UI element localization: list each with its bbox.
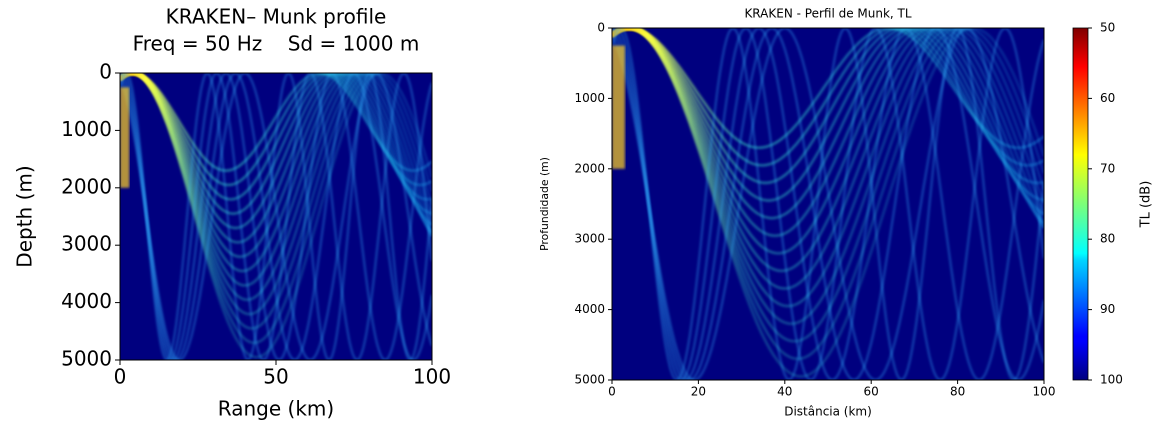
field-texture [612, 28, 1044, 202]
field-texture [612, 28, 1044, 380]
y-tick-label: 0 [597, 21, 605, 35]
y-tick-label: 2000 [574, 161, 605, 175]
field-texture [612, 28, 1044, 380]
y-tick-label: 5000 [61, 347, 112, 371]
colorbar [1072, 27, 1089, 381]
y-tick-label: 5000 [574, 373, 605, 387]
colorbar-label: TL (dB) [1139, 181, 1154, 229]
y-tick-label: 3000 [61, 232, 112, 256]
x-tick-label: 0 [608, 384, 616, 398]
chart-title: KRAKEN– Munk profile [166, 5, 387, 29]
plot-frame [611, 27, 1045, 381]
x-axis-label: Distância (km) [784, 405, 872, 419]
y-tick-label: 3000 [574, 232, 605, 246]
chart-title: KRAKEN - Perfil de Munk, TL [744, 7, 911, 21]
colorbar-tick-label: 100 [1100, 373, 1123, 387]
x-tick-label: 100 [1033, 384, 1056, 398]
field-texture [612, 28, 1044, 185]
x-tick-label: 40 [777, 384, 792, 398]
field-texture [120, 73, 432, 360]
field-texture [612, 28, 1044, 167]
heatmap-field [612, 28, 1044, 380]
x-tick-label: 50 [263, 365, 288, 389]
chart-subtitle: Freq = 50 Hz Sd = 1000 m [133, 32, 420, 56]
y-tick-label: 1000 [574, 91, 605, 105]
y-tick-label: 0 [99, 60, 112, 84]
colorbar-tick-label: 60 [1100, 91, 1115, 105]
colorbar-tick-label: 80 [1100, 232, 1115, 246]
field-texture [612, 28, 1044, 380]
colorbar-tick-label: 90 [1100, 302, 1115, 316]
x-axis-label: Range (km) [218, 397, 334, 421]
y-tick-label: 4000 [574, 302, 605, 316]
x-tick-label: 100 [413, 365, 451, 389]
field-texture [120, 73, 432, 360]
y-tick-label: 4000 [61, 289, 112, 313]
field-texture [120, 73, 432, 201]
field-texture [120, 73, 432, 215]
x-tick-label: 0 [114, 365, 127, 389]
x-tick-label: 80 [950, 384, 965, 398]
field-texture [120, 73, 432, 360]
colorbar-tick-label: 70 [1100, 161, 1115, 175]
x-tick-label: 20 [691, 384, 706, 398]
x-tick-label: 60 [864, 384, 879, 398]
field-texture [612, 28, 1044, 380]
field-texture [612, 28, 1044, 380]
y-axis-label: Profundidade (m) [538, 157, 551, 251]
y-tick-label: 1000 [61, 117, 112, 141]
field-source-glow [120, 87, 130, 188]
heatmap-field [120, 73, 432, 360]
field-texture [120, 73, 432, 360]
field-source-glow [612, 45, 625, 169]
colorbar-tick-label: 50 [1100, 21, 1115, 35]
field-texture [612, 28, 1044, 220]
y-axis-label: Depth (m) [13, 165, 37, 267]
y-tick-label: 2000 [61, 174, 112, 198]
